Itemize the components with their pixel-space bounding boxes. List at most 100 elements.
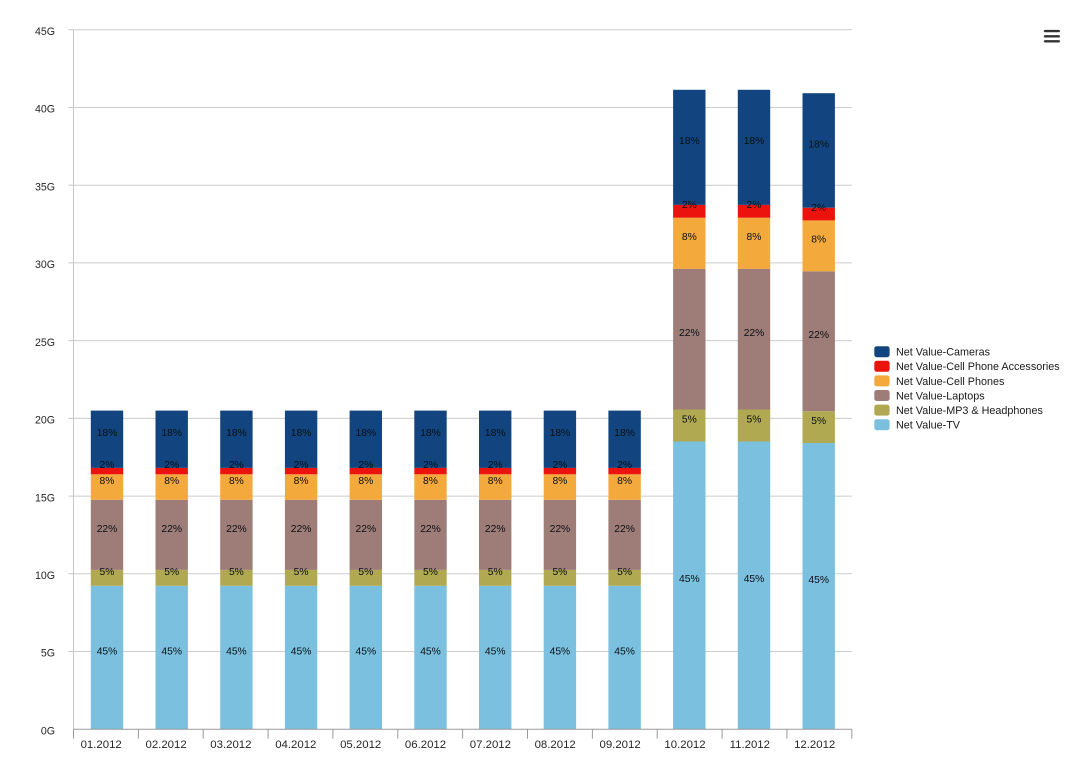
svg-text:8%: 8% [423,476,438,487]
svg-text:35G: 35G [35,181,55,193]
svg-text:02.2012: 02.2012 [146,739,187,751]
svg-text:18%: 18% [161,428,182,439]
svg-text:22%: 22% [420,524,441,535]
svg-text:15G: 15G [35,492,55,504]
svg-text:45%: 45% [355,646,376,657]
svg-text:22%: 22% [355,524,376,535]
svg-text:2%: 2% [617,460,632,471]
svg-text:2%: 2% [552,460,567,471]
svg-text:45%: 45% [226,646,247,657]
svg-text:45%: 45% [614,646,635,657]
svg-text:22%: 22% [808,330,829,341]
svg-text:2%: 2% [747,200,762,211]
svg-text:5%: 5% [747,414,762,425]
svg-text:2%: 2% [358,460,373,471]
svg-text:8%: 8% [358,476,373,487]
svg-text:11.2012: 11.2012 [730,739,770,751]
svg-text:2%: 2% [423,460,438,471]
svg-text:45%: 45% [420,646,441,657]
svg-text:45%: 45% [550,646,571,657]
svg-text:22%: 22% [614,524,635,535]
svg-text:45%: 45% [808,575,829,586]
svg-text:5%: 5% [811,416,826,427]
svg-text:5%: 5% [358,567,373,578]
svg-text:45%: 45% [161,646,182,657]
svg-text:8%: 8% [747,232,762,243]
svg-text:18%: 18% [485,428,506,439]
svg-text:18%: 18% [744,136,765,147]
svg-text:12.2012: 12.2012 [794,739,835,751]
svg-text:5G: 5G [41,648,55,660]
svg-text:22%: 22% [744,328,765,339]
svg-text:01.2012: 01.2012 [81,739,122,751]
svg-text:Net Value-Cameras: Net Value-Cameras [896,347,991,359]
svg-text:06.2012: 06.2012 [405,739,446,751]
svg-text:2%: 2% [164,460,179,471]
svg-text:8%: 8% [617,476,632,487]
svg-text:Net Value-MP3 & Headphones: Net Value-MP3 & Headphones [896,405,1043,417]
svg-text:5%: 5% [682,414,697,425]
svg-text:2%: 2% [229,460,244,471]
svg-text:18%: 18% [420,428,441,439]
svg-text:5%: 5% [488,567,503,578]
svg-text:8%: 8% [488,476,503,487]
svg-text:18%: 18% [355,428,376,439]
svg-text:5%: 5% [100,567,115,578]
svg-text:5%: 5% [617,567,632,578]
svg-text:25G: 25G [35,337,55,349]
svg-text:22%: 22% [485,524,506,535]
svg-text:45%: 45% [679,574,700,585]
svg-text:45%: 45% [97,646,118,657]
svg-text:5%: 5% [294,567,309,578]
svg-text:5%: 5% [164,567,179,578]
svg-text:07.2012: 07.2012 [470,739,511,751]
svg-text:2%: 2% [100,460,115,471]
svg-text:5%: 5% [552,567,567,578]
svg-text:03.2012: 03.2012 [210,739,251,751]
svg-text:22%: 22% [679,328,700,339]
svg-text:Net Value-TV: Net Value-TV [896,420,961,432]
svg-text:8%: 8% [682,232,697,243]
svg-text:2%: 2% [294,460,309,471]
svg-text:Net Value-Cell Phone Accessori: Net Value-Cell Phone Accessories [896,361,1060,373]
svg-text:18%: 18% [291,428,312,439]
svg-text:05.2012: 05.2012 [340,739,381,751]
svg-text:22%: 22% [550,524,571,535]
svg-text:18%: 18% [226,428,247,439]
svg-text:22%: 22% [226,524,247,535]
svg-text:22%: 22% [291,524,312,535]
svg-text:8%: 8% [552,476,567,487]
svg-text:22%: 22% [97,524,118,535]
svg-text:2%: 2% [682,200,697,211]
svg-text:5%: 5% [423,567,438,578]
svg-text:18%: 18% [679,136,700,147]
svg-text:45%: 45% [744,574,765,585]
svg-text:22%: 22% [161,524,182,535]
svg-text:18%: 18% [97,428,118,439]
svg-text:20G: 20G [35,415,55,427]
svg-text:45%: 45% [485,646,506,657]
svg-text:8%: 8% [164,476,179,487]
svg-text:45G: 45G [35,26,55,38]
svg-text:40G: 40G [35,104,55,116]
svg-text:2%: 2% [488,460,503,471]
svg-text:8%: 8% [229,476,244,487]
svg-text:8%: 8% [811,235,826,246]
svg-text:09.2012: 09.2012 [600,739,641,751]
svg-text:Net Value-Laptops: Net Value-Laptops [896,390,985,402]
svg-text:04.2012: 04.2012 [275,739,316,751]
svg-text:5%: 5% [229,567,244,578]
svg-text:10.2012: 10.2012 [664,739,705,751]
svg-text:2%: 2% [811,203,826,214]
svg-text:18%: 18% [808,139,829,150]
svg-text:45%: 45% [291,646,312,657]
svg-text:8%: 8% [100,476,115,487]
svg-text:18%: 18% [550,428,571,439]
svg-text:08.2012: 08.2012 [535,739,576,751]
svg-text:8%: 8% [294,476,309,487]
svg-text:18%: 18% [614,428,635,439]
svg-text:10G: 10G [35,570,55,582]
svg-text:0G: 0G [41,725,55,737]
svg-text:Net Value-Cell Phones: Net Value-Cell Phones [896,376,1005,388]
svg-text:30G: 30G [35,259,55,271]
